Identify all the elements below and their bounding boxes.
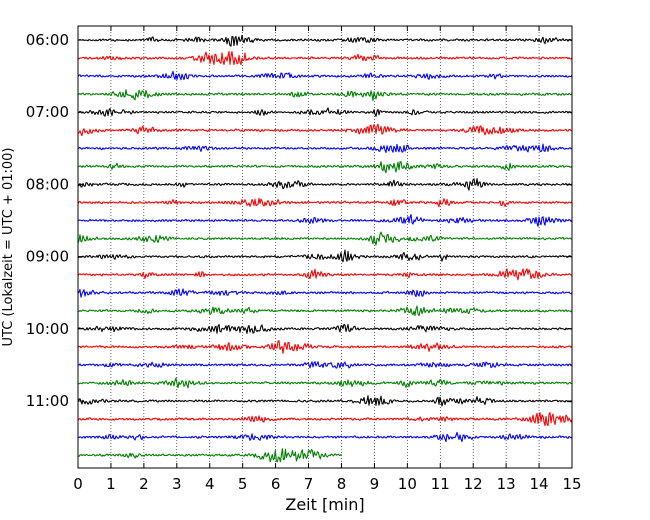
trace-09:45 bbox=[77, 305, 573, 317]
trace-10:45 bbox=[77, 377, 573, 389]
trace-09:30 bbox=[77, 288, 573, 298]
trace-10:30 bbox=[77, 361, 573, 369]
trace-08:30 bbox=[77, 213, 573, 227]
trace-06:15 bbox=[78, 50, 573, 66]
trace-07:45 bbox=[77, 161, 573, 174]
seismogram-traces bbox=[77, 34, 573, 463]
trace-11:45 bbox=[77, 448, 342, 463]
x-tick-label: 11 bbox=[431, 475, 450, 493]
trace-09:15 bbox=[77, 268, 573, 281]
y-tick-label: 09:00 bbox=[26, 248, 69, 266]
x-axis-ticks: 0 1 2 3 4 5 6 7 8 9 10 11 12 13 14 15 bbox=[73, 26, 582, 493]
x-tick-label: 4 bbox=[205, 475, 215, 493]
y-tick-label: 10:00 bbox=[26, 320, 69, 338]
trace-11:30 bbox=[77, 431, 573, 443]
trace-11:15 bbox=[77, 412, 573, 427]
y-tick-label: 06:00 bbox=[26, 31, 69, 49]
x-tick-label: 7 bbox=[304, 475, 314, 493]
x-tick-label: 15 bbox=[562, 475, 581, 493]
trace-10:15 bbox=[77, 340, 573, 354]
y-axis-label: UTC (Lokalzeit = UTC + 01:00) bbox=[1, 148, 16, 347]
x-tick-label: 9 bbox=[370, 475, 380, 493]
x-tick-label: 12 bbox=[464, 475, 483, 493]
trace-11:00 bbox=[77, 395, 573, 407]
trace-09:00 bbox=[77, 249, 573, 263]
x-tick-label: 5 bbox=[238, 475, 248, 493]
x-axis-label: Zeit [min] bbox=[285, 495, 364, 514]
x-tick-label: 8 bbox=[337, 475, 347, 493]
x-tick-label: 13 bbox=[497, 475, 516, 493]
x-tick-label: 0 bbox=[73, 475, 83, 493]
trace-08:15 bbox=[77, 197, 573, 208]
trace-07:30 bbox=[77, 143, 573, 154]
plot-frame bbox=[77, 25, 573, 469]
y-tick-label: 08:00 bbox=[26, 175, 69, 193]
x-tick-label: 6 bbox=[271, 475, 281, 493]
trace-08:00 bbox=[77, 177, 573, 191]
x-tick-label: 2 bbox=[139, 475, 149, 493]
trace-06:30 bbox=[77, 70, 573, 81]
trace-08:45 bbox=[77, 231, 573, 246]
trace-07:00 bbox=[77, 107, 573, 117]
x-tick-label: 3 bbox=[172, 475, 182, 493]
y-tick-label: 07:00 bbox=[26, 103, 69, 121]
trace-06:00 bbox=[77, 34, 573, 47]
x-tick-label: 14 bbox=[530, 475, 549, 493]
x-tick-label: 10 bbox=[398, 475, 417, 493]
x-tick-label: 1 bbox=[106, 475, 116, 493]
trace-06:45 bbox=[77, 89, 573, 102]
y-axis-ticks: 06:00 07:00 08:00 09:00 10:00 11:00 bbox=[26, 31, 572, 410]
trace-10:00 bbox=[77, 323, 573, 334]
y-tick-label: 11:00 bbox=[26, 392, 69, 410]
trace-07:15 bbox=[77, 123, 573, 137]
